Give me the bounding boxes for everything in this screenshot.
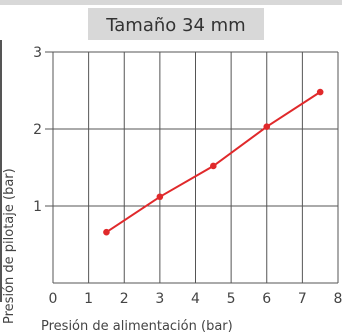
data-point: [156, 193, 164, 201]
x-tick-label: 6: [262, 291, 271, 307]
left-edge-band: [0, 40, 2, 302]
x-tick-label: 3: [155, 291, 164, 307]
x-tick-label: 0: [49, 291, 58, 307]
x-tick-label: 4: [191, 291, 200, 307]
y-tick-label: 3: [33, 45, 42, 61]
data-point: [210, 162, 217, 170]
y-axis-label: Presión de pilotaje (bar): [2, 168, 17, 324]
tick-labels: 0 1 2 3 4 5 6 7 8 1 2 3: [33, 45, 342, 307]
x-tick-label: 5: [227, 291, 236, 307]
x-tick-label: 1: [84, 291, 93, 307]
data-point: [316, 88, 324, 96]
title-band: [88, 8, 264, 40]
data-point: [103, 228, 110, 236]
series-line: [105, 91, 321, 234]
chart-title: Tamaño 34 mm: [105, 15, 245, 36]
data-point: [263, 123, 271, 130]
top-border: [0, 0, 342, 5]
series-layer: [103, 88, 324, 236]
x-tick-label: 8: [334, 291, 342, 307]
x-tick-label: 2: [120, 291, 129, 307]
x-tick-label: 7: [298, 291, 307, 307]
x-axis-label: Presión de alimentación (bar): [41, 319, 233, 333]
y-tick-label: 2: [33, 122, 42, 138]
y-tick-label: 1: [33, 199, 42, 215]
grid: [45, 51, 339, 284]
